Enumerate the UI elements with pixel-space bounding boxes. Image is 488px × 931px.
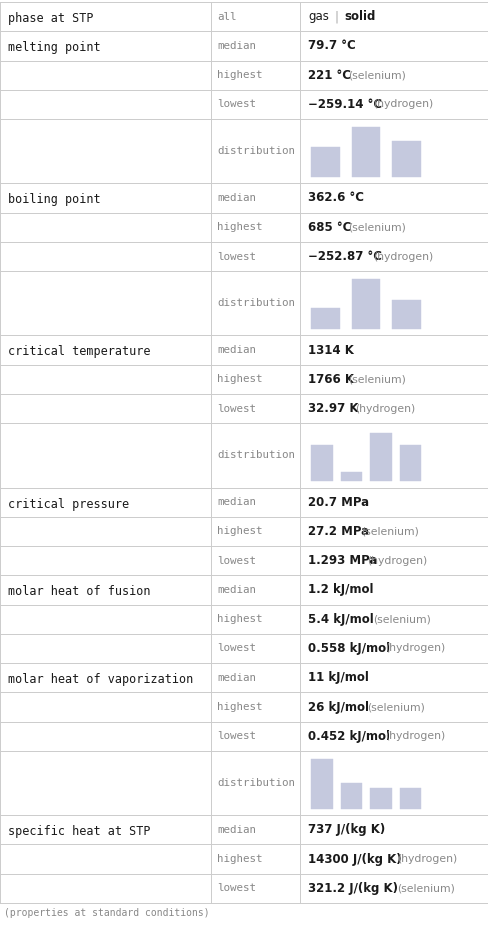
Text: median: median [217, 41, 256, 51]
Text: (selenium): (selenium) [372, 614, 430, 625]
Text: median: median [217, 193, 256, 203]
Bar [351, 279, 380, 329]
Text: 1.2 kJ/mol: 1.2 kJ/mol [307, 584, 373, 597]
Text: distribution: distribution [217, 451, 294, 461]
Text: (hydrogen): (hydrogen) [385, 643, 445, 654]
Text: distribution: distribution [217, 778, 294, 788]
Text: median: median [217, 673, 256, 682]
Text: lowest: lowest [217, 556, 256, 566]
Text: (hydrogen): (hydrogen) [397, 854, 457, 864]
Text: specific heat at STP: specific heat at STP [8, 825, 150, 838]
Text: melting point: melting point [8, 41, 101, 54]
Text: boiling point: boiling point [8, 194, 101, 207]
Text: (hydrogen): (hydrogen) [372, 251, 432, 262]
Text: distribution: distribution [217, 298, 294, 308]
Text: critical temperature: critical temperature [8, 345, 150, 358]
Bar [392, 141, 420, 177]
Text: 221 °C: 221 °C [307, 69, 350, 82]
Text: |: | [333, 10, 337, 23]
Text: highest: highest [217, 702, 262, 712]
Text: 737 J/(kg K): 737 J/(kg K) [307, 823, 385, 836]
Bar [311, 147, 339, 177]
Text: lowest: lowest [217, 643, 256, 654]
Text: 0.452 kJ/mol: 0.452 kJ/mol [307, 730, 389, 743]
Text: highest: highest [217, 527, 262, 536]
Text: (selenium): (selenium) [360, 527, 418, 536]
Text: lowest: lowest [217, 251, 256, 262]
Text: (selenium): (selenium) [366, 702, 424, 712]
Text: 79.7 °C: 79.7 °C [307, 39, 355, 52]
Bar [311, 445, 332, 481]
Text: 1766 K: 1766 K [307, 373, 353, 385]
Text: highest: highest [217, 854, 262, 864]
Text: highest: highest [217, 374, 262, 385]
Text: median: median [217, 585, 256, 595]
Text: critical pressure: critical pressure [8, 497, 129, 510]
Text: 20.7 MPa: 20.7 MPa [307, 495, 368, 508]
Text: 0.558 kJ/mol: 0.558 kJ/mol [307, 642, 389, 655]
Text: −252.87 °C: −252.87 °C [307, 250, 381, 263]
Text: −259.14 °C: −259.14 °C [307, 98, 381, 111]
Text: 11 kJ/mol: 11 kJ/mol [307, 671, 368, 684]
Text: gas: gas [307, 10, 328, 23]
Text: molar heat of fusion: molar heat of fusion [8, 586, 150, 599]
Text: 26 kJ/mol: 26 kJ/mol [307, 700, 368, 713]
Text: distribution: distribution [217, 146, 294, 156]
Text: lowest: lowest [217, 884, 256, 894]
Bar [311, 759, 332, 809]
Bar [340, 472, 362, 481]
Bar [311, 308, 339, 329]
Text: (selenium): (selenium) [348, 374, 406, 385]
Text: 1314 K: 1314 K [307, 344, 353, 357]
Text: (hydrogen): (hydrogen) [372, 100, 432, 109]
Text: (hydrogen): (hydrogen) [354, 404, 414, 413]
Bar [369, 434, 391, 481]
Bar [340, 783, 362, 809]
Text: highest: highest [217, 223, 262, 232]
Text: phase at STP: phase at STP [8, 12, 93, 25]
Text: median: median [217, 825, 256, 835]
Text: (selenium): (selenium) [348, 223, 406, 232]
Text: median: median [217, 345, 256, 355]
Text: all: all [217, 11, 236, 21]
Text: (hydrogen): (hydrogen) [385, 731, 445, 741]
Text: highest: highest [217, 70, 262, 80]
Bar [369, 788, 391, 809]
Text: 5.4 kJ/mol: 5.4 kJ/mol [307, 613, 373, 626]
Text: 1.293 MPa: 1.293 MPa [307, 554, 377, 567]
Text: lowest: lowest [217, 404, 256, 413]
Text: lowest: lowest [217, 731, 256, 741]
Text: median: median [217, 497, 256, 507]
Bar [399, 788, 420, 809]
Bar [392, 300, 420, 329]
Text: 14300 J/(kg K): 14300 J/(kg K) [307, 853, 401, 866]
Text: solid: solid [343, 10, 375, 23]
Text: (properties at standard conditions): (properties at standard conditions) [4, 908, 209, 918]
Text: 362.6 °C: 362.6 °C [307, 192, 363, 205]
Text: 685 °C: 685 °C [307, 221, 351, 234]
Text: (selenium): (selenium) [397, 884, 454, 894]
Text: (selenium): (selenium) [348, 70, 406, 80]
Text: lowest: lowest [217, 100, 256, 109]
Text: 321.2 J/(kg K): 321.2 J/(kg K) [307, 882, 397, 895]
Text: 27.2 MPa: 27.2 MPa [307, 525, 368, 538]
Text: molar heat of vaporization: molar heat of vaporization [8, 673, 193, 686]
Text: highest: highest [217, 614, 262, 625]
Bar [399, 445, 420, 481]
Bar [351, 127, 380, 177]
Text: 32.97 K: 32.97 K [307, 402, 358, 415]
Text: (hydrogen): (hydrogen) [366, 556, 427, 566]
